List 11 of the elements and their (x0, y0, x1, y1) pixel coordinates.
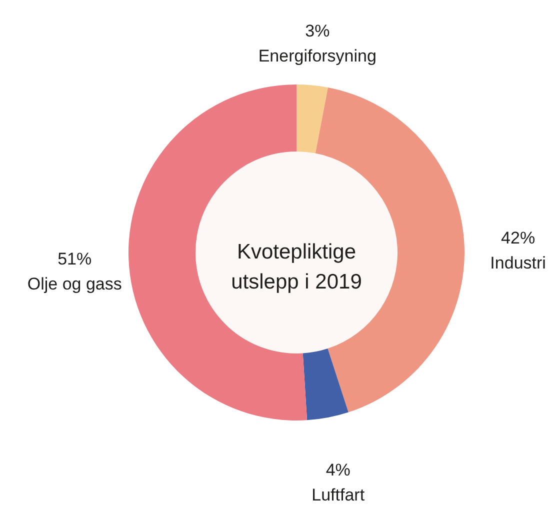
data-label: 51% (58, 249, 92, 268)
data-label: 4% (326, 460, 350, 480)
donut-slice (302, 348, 348, 420)
text: Kvotepliktige utslepp i 2019 (231, 240, 362, 294)
slice-label: Luftfart (312, 486, 365, 505)
slice-label: Industri (490, 254, 546, 273)
slice-label: Energiforsyning (258, 46, 376, 66)
slice-label: Olje og gass (27, 274, 122, 294)
donut-slice (296, 84, 328, 154)
data-label: 42% (501, 228, 536, 248)
data-label: 3% (305, 21, 330, 40)
